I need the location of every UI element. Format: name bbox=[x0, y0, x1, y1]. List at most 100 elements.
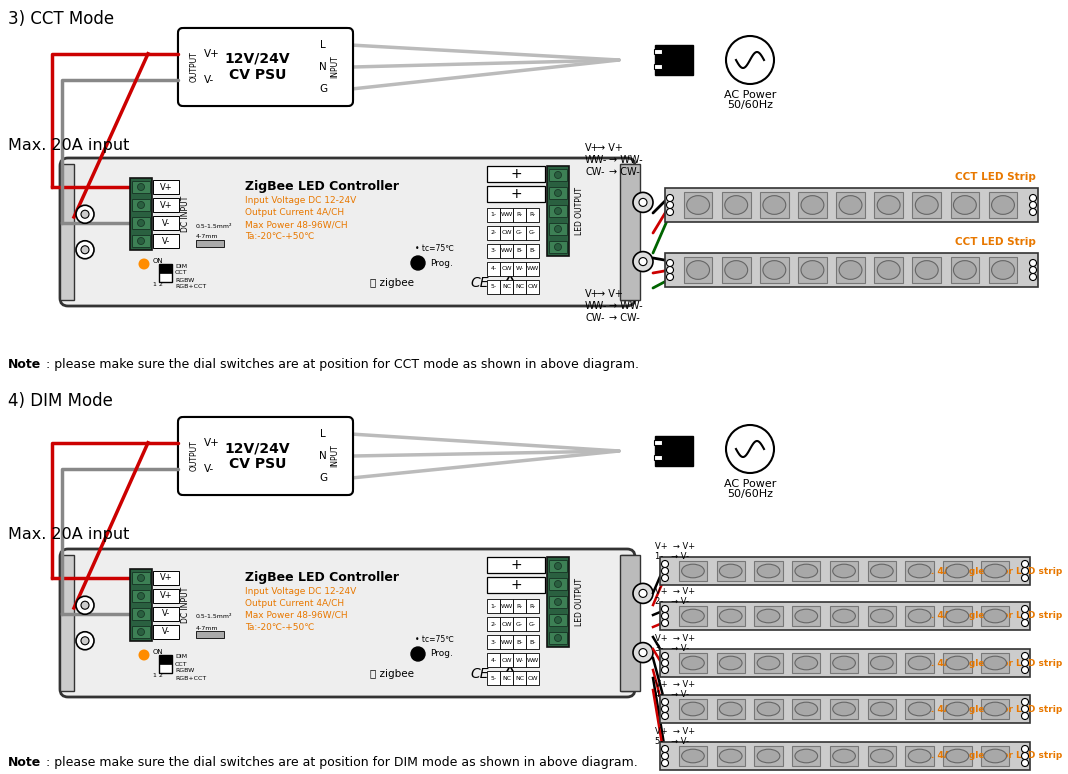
Ellipse shape bbox=[870, 564, 893, 578]
Ellipse shape bbox=[870, 656, 893, 670]
Bar bbox=[487, 599, 500, 613]
Ellipse shape bbox=[908, 609, 931, 623]
Text: V+: V+ bbox=[160, 574, 172, 583]
Text: RGBW: RGBW bbox=[175, 278, 194, 283]
Circle shape bbox=[138, 201, 144, 208]
Bar bbox=[621, 555, 640, 691]
Text: V+: V+ bbox=[585, 143, 599, 153]
Text: 1 2: 1 2 bbox=[153, 673, 163, 678]
Bar bbox=[513, 635, 527, 649]
Text: 5-: 5- bbox=[490, 676, 497, 680]
Text: V-: V- bbox=[204, 75, 215, 85]
Bar bbox=[912, 192, 941, 218]
Circle shape bbox=[1021, 752, 1028, 759]
Text: Max. 4A single color LED strip: Max. 4A single color LED strip bbox=[910, 611, 1062, 621]
Bar bbox=[487, 671, 500, 685]
Text: INPUT: INPUT bbox=[330, 444, 340, 467]
Bar bbox=[159, 264, 172, 273]
Text: X: X bbox=[507, 282, 513, 290]
Ellipse shape bbox=[839, 196, 862, 214]
Bar bbox=[943, 653, 972, 673]
Circle shape bbox=[1021, 705, 1028, 713]
Text: CW: CW bbox=[501, 622, 512, 626]
Bar bbox=[798, 257, 827, 283]
Bar bbox=[130, 178, 152, 250]
Text: 0.5-1.5mm²: 0.5-1.5mm² bbox=[197, 224, 233, 228]
Ellipse shape bbox=[833, 656, 855, 670]
Bar bbox=[679, 653, 707, 673]
Bar bbox=[132, 180, 150, 194]
Ellipse shape bbox=[725, 196, 748, 214]
Bar bbox=[60, 164, 74, 300]
Ellipse shape bbox=[908, 656, 931, 670]
Text: NC: NC bbox=[502, 676, 512, 680]
Bar bbox=[717, 561, 744, 581]
Text: : please make sure the dial switches are at position for DIM mode as shown in ab: : please make sure the dial switches are… bbox=[46, 756, 638, 769]
Bar bbox=[549, 560, 567, 572]
Text: RGB+CCT: RGB+CCT bbox=[175, 676, 206, 680]
Bar bbox=[875, 192, 902, 218]
Bar bbox=[513, 653, 527, 667]
Circle shape bbox=[633, 642, 653, 663]
Bar bbox=[754, 606, 783, 626]
Bar bbox=[527, 653, 539, 667]
Bar bbox=[513, 208, 527, 222]
Text: CW-: CW- bbox=[585, 313, 604, 323]
Bar bbox=[132, 217, 150, 229]
Circle shape bbox=[639, 589, 647, 598]
Ellipse shape bbox=[833, 702, 855, 716]
Text: ⦠ zigbee: ⦠ zigbee bbox=[370, 278, 414, 288]
Text: DIM: DIM bbox=[175, 655, 187, 659]
Ellipse shape bbox=[877, 196, 900, 214]
Ellipse shape bbox=[870, 609, 893, 623]
Text: → WW-: → WW- bbox=[609, 301, 643, 311]
Circle shape bbox=[76, 205, 94, 223]
Circle shape bbox=[1021, 666, 1028, 673]
Text: V-: V- bbox=[162, 609, 170, 618]
Text: 4) DIM Mode: 4) DIM Mode bbox=[7, 392, 113, 410]
Text: Max. 4A single color LED strip: Max. 4A single color LED strip bbox=[910, 659, 1062, 667]
Circle shape bbox=[1030, 259, 1037, 266]
Ellipse shape bbox=[801, 196, 823, 214]
Ellipse shape bbox=[687, 261, 709, 279]
Bar bbox=[679, 606, 707, 626]
Bar bbox=[153, 607, 179, 621]
Circle shape bbox=[661, 759, 669, 766]
Bar bbox=[527, 226, 539, 240]
Circle shape bbox=[661, 752, 669, 759]
Text: → CW-: → CW- bbox=[609, 167, 640, 177]
Text: WW: WW bbox=[501, 248, 513, 254]
Bar bbox=[943, 606, 972, 626]
Text: DC INPUT: DC INPUT bbox=[182, 196, 190, 232]
Text: RGBW: RGBW bbox=[175, 669, 194, 673]
Text: L: L bbox=[320, 429, 326, 439]
Text: CW: CW bbox=[501, 657, 512, 663]
Ellipse shape bbox=[870, 749, 893, 763]
Circle shape bbox=[666, 273, 674, 280]
Text: NC: NC bbox=[515, 285, 524, 289]
Circle shape bbox=[661, 605, 669, 612]
Bar bbox=[981, 653, 1009, 673]
Bar bbox=[981, 699, 1009, 719]
Text: V+  → V+: V+ → V+ bbox=[655, 542, 695, 551]
Circle shape bbox=[1030, 194, 1037, 201]
Circle shape bbox=[1030, 266, 1037, 273]
Circle shape bbox=[554, 580, 562, 587]
Bar bbox=[943, 699, 972, 719]
Circle shape bbox=[554, 172, 562, 179]
Bar bbox=[527, 208, 539, 222]
Ellipse shape bbox=[946, 749, 969, 763]
Text: NC: NC bbox=[515, 676, 524, 680]
Circle shape bbox=[661, 705, 669, 713]
Bar bbox=[660, 557, 1030, 585]
Text: B-: B- bbox=[516, 248, 522, 254]
FancyBboxPatch shape bbox=[178, 28, 354, 106]
Text: 4-: 4- bbox=[490, 266, 497, 272]
Text: Max Power 48-96W/CH: Max Power 48-96W/CH bbox=[245, 611, 347, 620]
Text: : please make sure the dial switches are at position for CCT mode as shown in ab: : please make sure the dial switches are… bbox=[46, 358, 639, 371]
Text: Input Voltage DC 12-24V: Input Voltage DC 12-24V bbox=[245, 587, 357, 596]
Bar bbox=[159, 655, 172, 664]
Text: 4-7mm: 4-7mm bbox=[197, 235, 219, 239]
Circle shape bbox=[661, 713, 669, 720]
Ellipse shape bbox=[757, 656, 780, 670]
